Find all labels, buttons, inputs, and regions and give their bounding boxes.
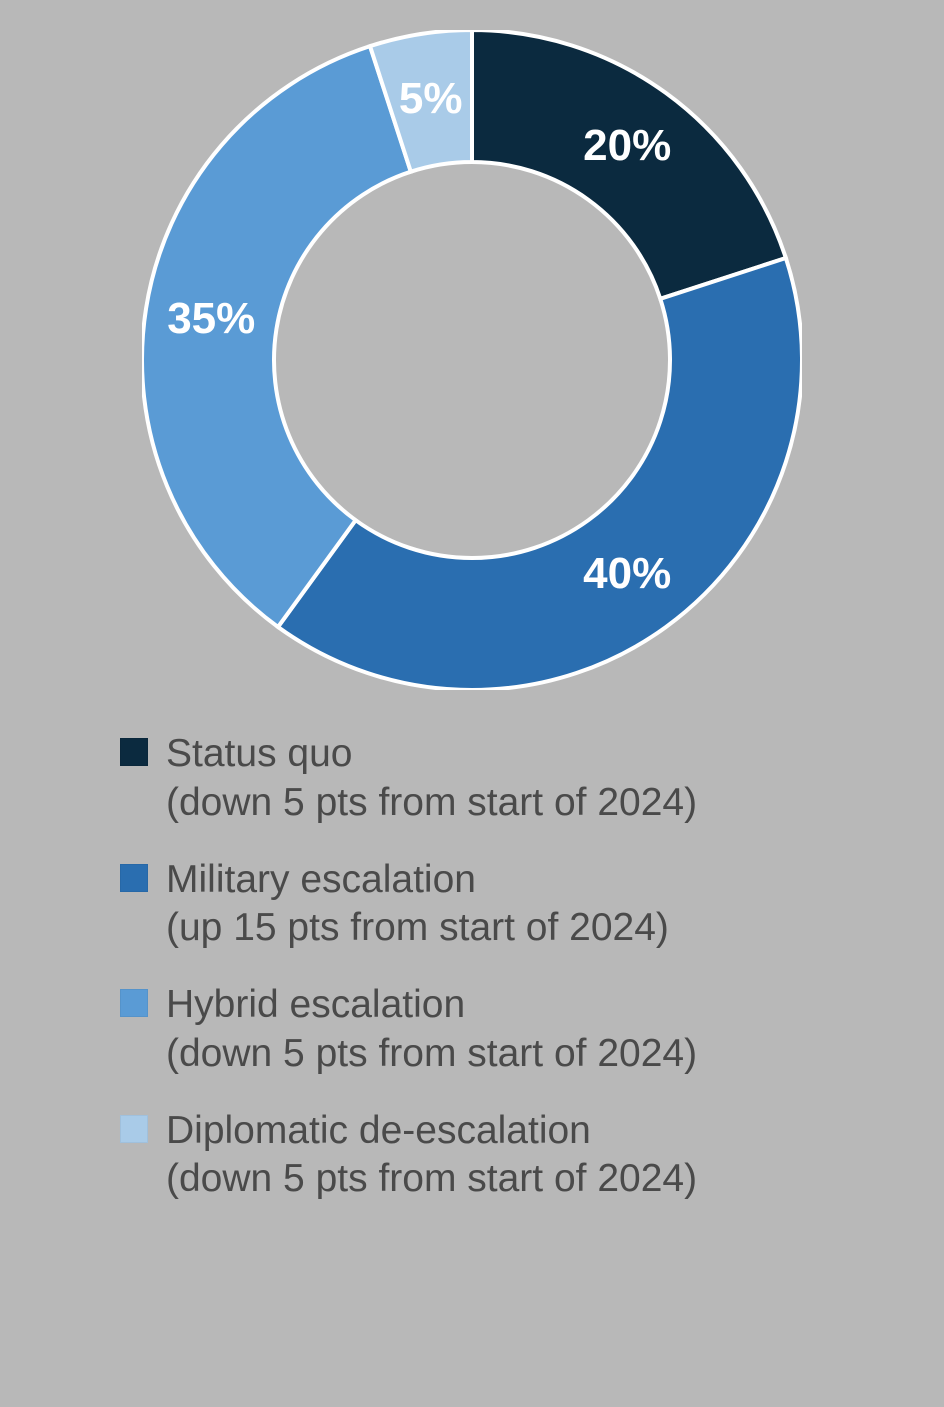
- legend-text-1: Military escalation(up 15 pts from start…: [166, 856, 669, 954]
- legend-sub-2: (down 5 pts from start of 2024): [166, 1030, 697, 1079]
- donut-chart: 20% 40% 35% 5%: [142, 30, 802, 690]
- legend-item-2: Hybrid escalation(down 5 pts from start …: [120, 981, 824, 1079]
- donut-slice-label-1: 40%: [583, 549, 671, 599]
- legend-text-3: Diplomatic de-escalation(down 5 pts from…: [166, 1107, 697, 1205]
- legend-swatch-1: [120, 864, 148, 892]
- legend-text-0: Status quo(down 5 pts from start of 2024…: [166, 730, 697, 828]
- legend-swatch-0: [120, 738, 148, 766]
- legend-swatch-3: [120, 1115, 148, 1143]
- chart-container: 20%40%35%5% Status quo(down 5 pts from s…: [0, 0, 944, 1252]
- donut-slice-label-2: 35%: [167, 294, 255, 344]
- donut-slice-1: [278, 258, 802, 690]
- legend-title-3: Diplomatic de-escalation: [166, 1109, 591, 1152]
- legend-title-2: Hybrid escalation: [166, 983, 465, 1026]
- donut-slice-label-3: 5%: [399, 74, 463, 124]
- legend-text-2: Hybrid escalation(down 5 pts from start …: [166, 981, 697, 1079]
- legend-title-1: Military escalation: [166, 858, 476, 901]
- legend-title-0: Status quo: [166, 732, 352, 775]
- legend-sub-3: (down 5 pts from start of 2024): [166, 1155, 697, 1204]
- legend-item-0: Status quo(down 5 pts from start of 2024…: [120, 730, 824, 828]
- legend-sub-1: (up 15 pts from start of 2024): [166, 904, 669, 953]
- legend-item-3: Diplomatic de-escalation(down 5 pts from…: [120, 1107, 824, 1205]
- legend-swatch-2: [120, 989, 148, 1017]
- legend-item-1: Military escalation(up 15 pts from start…: [120, 856, 824, 954]
- donut-chart-area: 20% 40% 35% 5%: [40, 20, 904, 730]
- donut-slice-label-0: 20%: [583, 121, 671, 171]
- legend-sub-0: (down 5 pts from start of 2024): [166, 779, 697, 828]
- legend: Status quo(down 5 pts from start of 2024…: [40, 730, 904, 1204]
